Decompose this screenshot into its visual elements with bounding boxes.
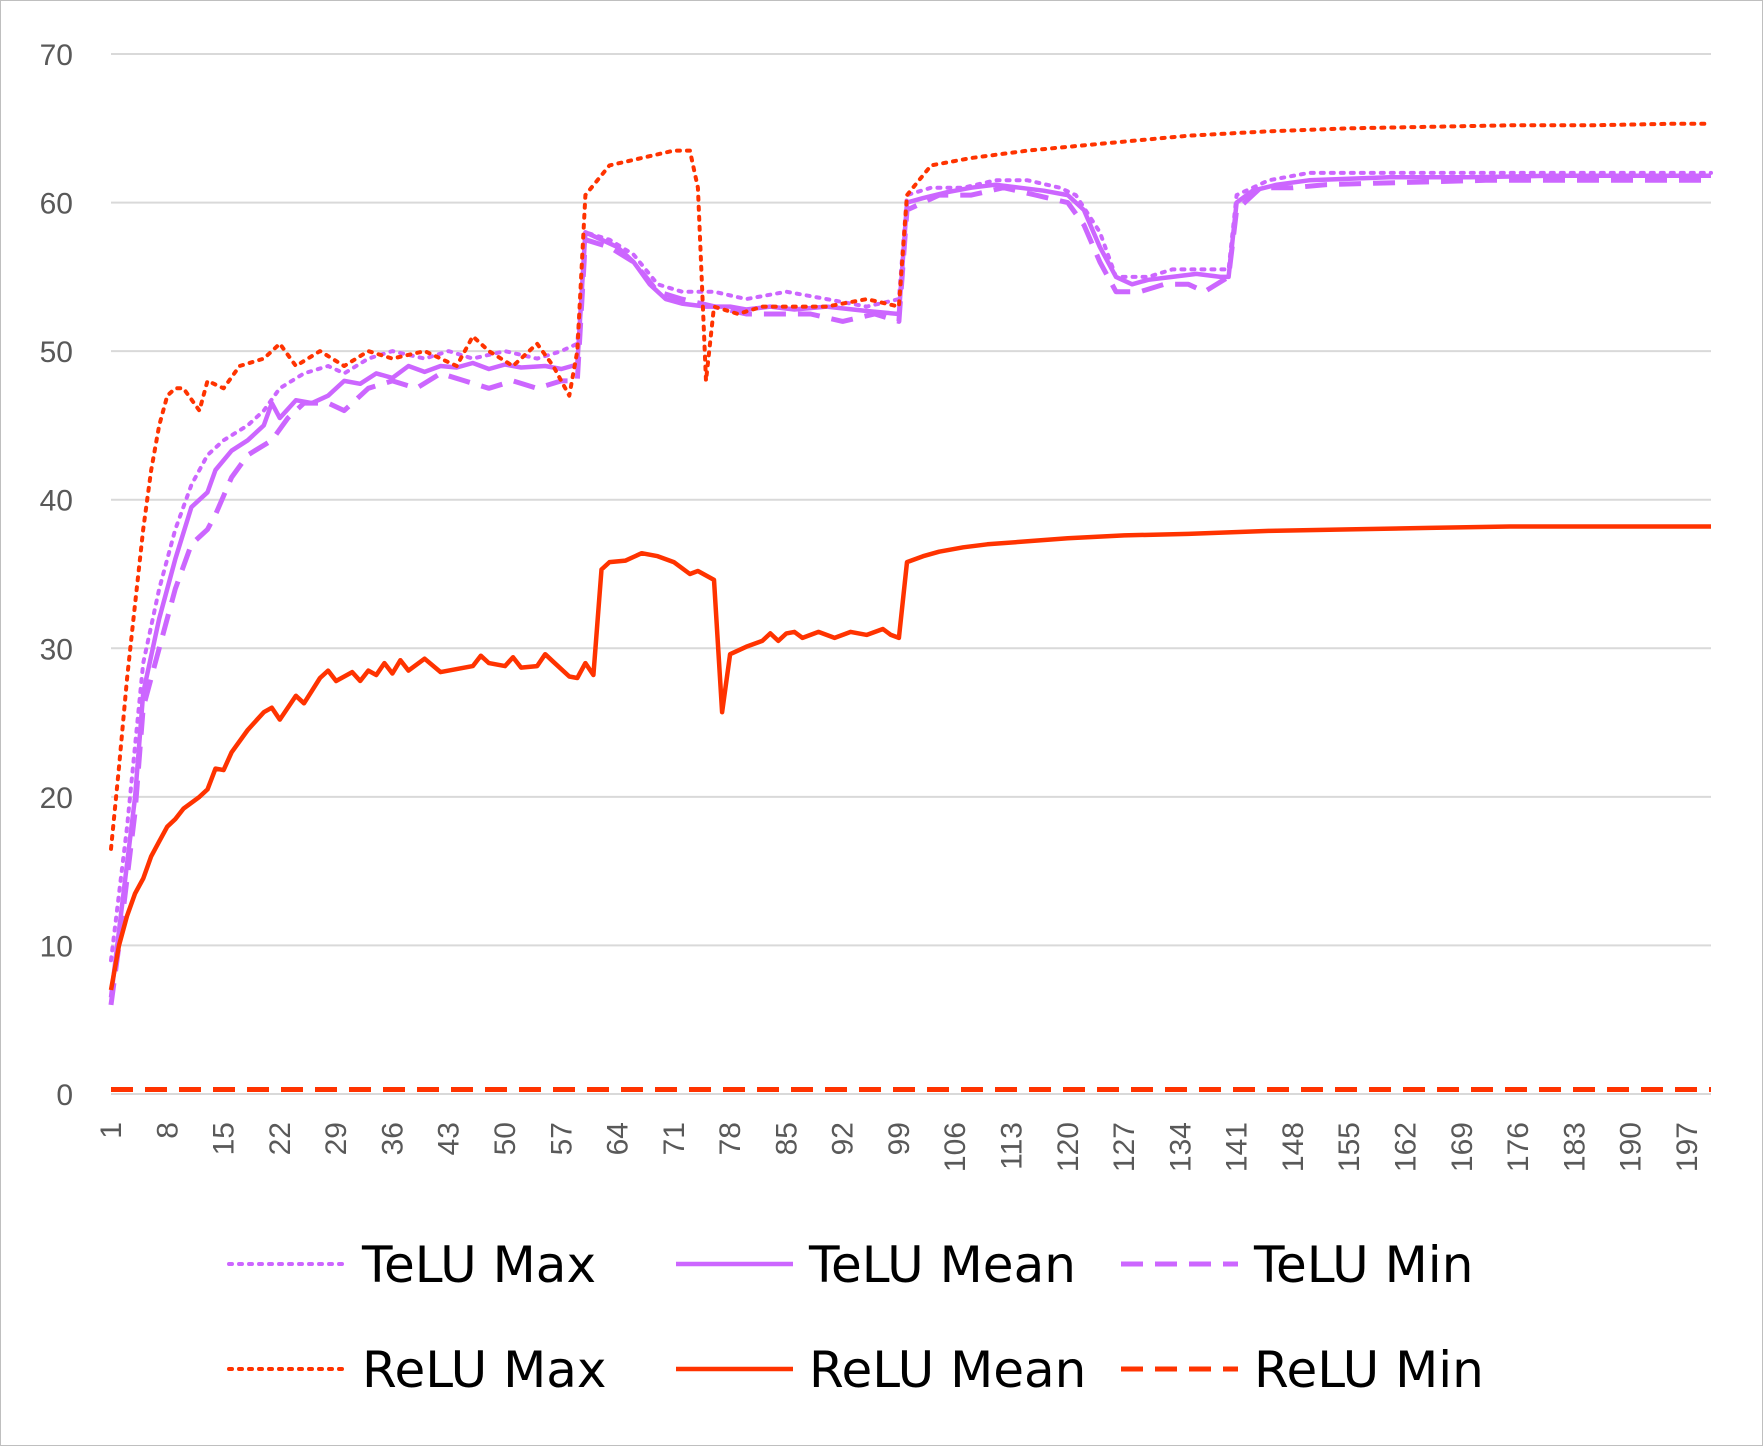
x-tick-label: 1 bbox=[95, 1122, 128, 1139]
y-tick-label: 30 bbox=[40, 633, 73, 666]
x-tick-label: 57 bbox=[545, 1122, 578, 1155]
x-tick-label: 29 bbox=[320, 1122, 353, 1155]
x-tick-label: 176 bbox=[1502, 1122, 1535, 1172]
x-tick-label: 155 bbox=[1333, 1122, 1366, 1172]
x-tick-label: 36 bbox=[376, 1122, 409, 1155]
legend-label: TeLU Max bbox=[361, 1236, 596, 1294]
x-tick-label: 99 bbox=[883, 1122, 916, 1155]
legend-item-relu-min: ReLU Min bbox=[1121, 1341, 1484, 1400]
x-tick-label: 22 bbox=[264, 1122, 297, 1155]
series-line-telu-max bbox=[109, 170, 1713, 963]
x-tick-label: 78 bbox=[714, 1122, 747, 1155]
y-tick-label: 20 bbox=[40, 782, 73, 815]
x-axis-ticks: 1 8 15 22 29 36 43 50 57 64 71 78 85 92 99 106 113 120 127… bbox=[95, 1122, 1704, 1172]
series-lines bbox=[108, 121, 1713, 1092]
x-tick-label: 148 bbox=[1277, 1122, 1310, 1172]
y-tick-label: 60 bbox=[40, 188, 73, 221]
x-tick-label: 183 bbox=[1558, 1122, 1591, 1172]
x-tick-label: 85 bbox=[770, 1122, 803, 1155]
x-tick-label: 169 bbox=[1446, 1122, 1479, 1172]
x-tick-label: 71 bbox=[658, 1122, 691, 1155]
y-axis-ticks: 0 10 20 30 40 50 60 70 bbox=[40, 39, 73, 1112]
gridlines bbox=[111, 53, 1711, 1095]
legend-label: TeLU Mean bbox=[808, 1236, 1076, 1294]
legend-label: TeLU Min bbox=[1253, 1236, 1473, 1294]
legend-label: ReLU Mean bbox=[809, 1341, 1086, 1399]
y-tick-label: 50 bbox=[40, 336, 73, 369]
series-line-telu-min bbox=[108, 177, 1711, 1006]
legend-label: ReLU Max bbox=[362, 1341, 606, 1399]
legend-item-telu-mean: TeLU Mean bbox=[676, 1236, 1076, 1295]
legend-item-telu-min: TeLU Min bbox=[1121, 1236, 1474, 1295]
x-tick-label: 50 bbox=[489, 1122, 522, 1155]
x-tick-label: 141 bbox=[1221, 1122, 1254, 1172]
x-tick-label: 106 bbox=[939, 1122, 972, 1172]
x-tick-label: 15 bbox=[208, 1122, 241, 1155]
series-line-relu-mean bbox=[108, 524, 1711, 991]
x-tick-label: 162 bbox=[1389, 1122, 1422, 1172]
y-tick-label: 40 bbox=[40, 485, 73, 518]
x-tick-label: 64 bbox=[602, 1122, 635, 1155]
x-tick-label: 43 bbox=[433, 1122, 466, 1155]
series-line-telu-mean bbox=[108, 173, 1711, 998]
x-tick-label: 113 bbox=[996, 1122, 1029, 1170]
x-tick-label: 127 bbox=[1108, 1122, 1141, 1172]
legend-item-relu-max: ReLU Max bbox=[227, 1341, 607, 1400]
x-tick-label: 134 bbox=[1164, 1122, 1197, 1172]
x-tick-label: 92 bbox=[827, 1122, 860, 1155]
legend-item-relu-mean: ReLU Mean bbox=[676, 1341, 1087, 1400]
y-tick-label: 10 bbox=[40, 930, 73, 963]
legend-item-telu-max: TeLU Max bbox=[227, 1236, 597, 1295]
y-tick-label: 70 bbox=[40, 39, 73, 72]
x-tick-label: 190 bbox=[1615, 1122, 1648, 1172]
x-tick-label: 120 bbox=[1052, 1122, 1085, 1172]
x-tick-label: 197 bbox=[1671, 1122, 1704, 1172]
y-tick-label: 0 bbox=[56, 1079, 73, 1112]
x-tick-label: 8 bbox=[151, 1122, 184, 1139]
legend: TeLU Max TeLU Mean TeLU Min ReLU Max ReLU Me… bbox=[227, 1236, 1484, 1400]
legend-label: ReLU Min bbox=[1254, 1341, 1484, 1399]
series-line-relu-max bbox=[109, 121, 1713, 851]
